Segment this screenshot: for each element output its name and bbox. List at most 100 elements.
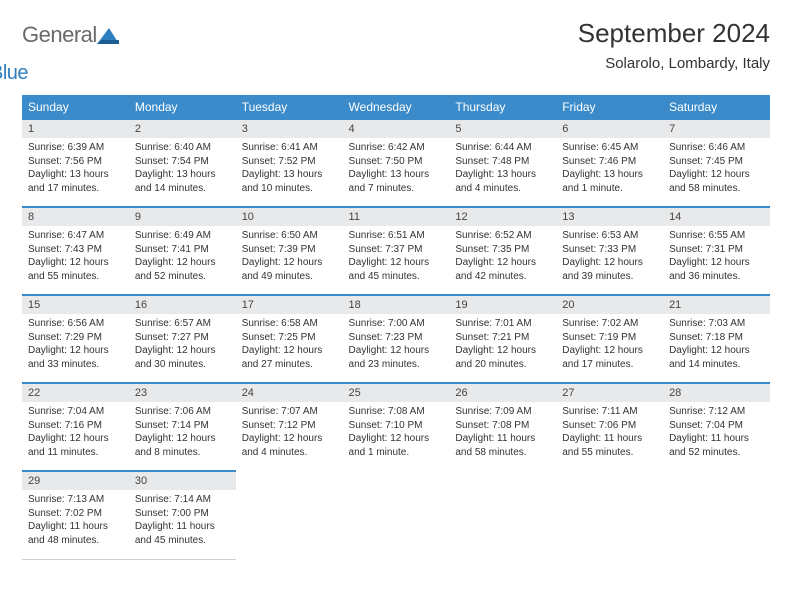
sunrise-line: Sunrise: 6:39 AM — [28, 141, 123, 155]
weekday-header: Saturday — [663, 96, 770, 120]
sunset-line: Sunset: 7:23 PM — [349, 331, 444, 345]
day-number: 24 — [236, 384, 343, 402]
daylight-line: Daylight: 12 hours and 55 minutes. — [28, 256, 123, 283]
day-body: Sunrise: 7:13 AMSunset: 7:02 PMDaylight:… — [22, 490, 129, 551]
day-number: 18 — [343, 296, 450, 314]
day-body: Sunrise: 6:45 AMSunset: 7:46 PMDaylight:… — [556, 138, 663, 199]
sunset-line: Sunset: 7:25 PM — [242, 331, 337, 345]
calendar-cell: 5Sunrise: 6:44 AMSunset: 7:48 PMDaylight… — [449, 119, 556, 207]
daylight-line: Daylight: 12 hours and 49 minutes. — [242, 256, 337, 283]
sunrise-line: Sunrise: 7:00 AM — [349, 317, 444, 331]
sunrise-line: Sunrise: 7:04 AM — [28, 405, 123, 419]
sunset-line: Sunset: 7:27 PM — [135, 331, 230, 345]
calendar-cell: 28Sunrise: 7:12 AMSunset: 7:04 PMDayligh… — [663, 383, 770, 471]
day-number: 22 — [22, 384, 129, 402]
day-body: Sunrise: 6:57 AMSunset: 7:27 PMDaylight:… — [129, 314, 236, 375]
sunrise-line: Sunrise: 7:13 AM — [28, 493, 123, 507]
header: General Blue September 2024 Solarolo, Lo… — [22, 18, 770, 85]
sunset-line: Sunset: 7:12 PM — [242, 419, 337, 433]
sunrise-line: Sunrise: 6:52 AM — [455, 229, 550, 243]
sunset-line: Sunset: 7:43 PM — [28, 243, 123, 257]
sunset-line: Sunset: 7:31 PM — [669, 243, 764, 257]
sunset-line: Sunset: 7:33 PM — [562, 243, 657, 257]
sunrise-line: Sunrise: 6:41 AM — [242, 141, 337, 155]
day-number: 25 — [343, 384, 450, 402]
daylight-line: Daylight: 12 hours and 20 minutes. — [455, 344, 550, 371]
sunrise-line: Sunrise: 7:08 AM — [349, 405, 444, 419]
calendar-table: Sunday Monday Tuesday Wednesday Thursday… — [22, 95, 770, 560]
calendar-cell: 26Sunrise: 7:09 AMSunset: 7:08 PMDayligh… — [449, 383, 556, 471]
sunrise-line: Sunrise: 6:53 AM — [562, 229, 657, 243]
day-number: 29 — [22, 472, 129, 490]
calendar-cell-empty — [236, 471, 343, 559]
sunrise-line: Sunrise: 6:46 AM — [669, 141, 764, 155]
day-body: Sunrise: 7:11 AMSunset: 7:06 PMDaylight:… — [556, 402, 663, 463]
daylight-line: Daylight: 12 hours and 36 minutes. — [669, 256, 764, 283]
daylight-line: Daylight: 13 hours and 14 minutes. — [135, 168, 230, 195]
calendar-cell: 6Sunrise: 6:45 AMSunset: 7:46 PMDaylight… — [556, 119, 663, 207]
daylight-line: Daylight: 11 hours and 48 minutes. — [28, 520, 123, 547]
calendar-cell: 29Sunrise: 7:13 AMSunset: 7:02 PMDayligh… — [22, 471, 129, 559]
day-body: Sunrise: 6:52 AMSunset: 7:35 PMDaylight:… — [449, 226, 556, 287]
day-number: 26 — [449, 384, 556, 402]
calendar-cell: 27Sunrise: 7:11 AMSunset: 7:06 PMDayligh… — [556, 383, 663, 471]
sunset-line: Sunset: 7:21 PM — [455, 331, 550, 345]
sunset-line: Sunset: 7:50 PM — [349, 155, 444, 169]
sunset-line: Sunset: 7:06 PM — [562, 419, 657, 433]
weekday-header: Sunday — [22, 96, 129, 120]
calendar-cell-empty — [449, 471, 556, 559]
day-body: Sunrise: 7:08 AMSunset: 7:10 PMDaylight:… — [343, 402, 450, 463]
logo-word-general: General — [22, 22, 97, 48]
daylight-line: Daylight: 11 hours and 55 minutes. — [562, 432, 657, 459]
sunset-line: Sunset: 7:48 PM — [455, 155, 550, 169]
day-body: Sunrise: 6:44 AMSunset: 7:48 PMDaylight:… — [449, 138, 556, 199]
sunrise-line: Sunrise: 7:01 AM — [455, 317, 550, 331]
calendar-cell: 15Sunrise: 6:56 AMSunset: 7:29 PMDayligh… — [22, 295, 129, 383]
sunset-line: Sunset: 7:00 PM — [135, 507, 230, 521]
sunrise-line: Sunrise: 7:09 AM — [455, 405, 550, 419]
calendar-cell: 8Sunrise: 6:47 AMSunset: 7:43 PMDaylight… — [22, 207, 129, 295]
calendar-cell: 25Sunrise: 7:08 AMSunset: 7:10 PMDayligh… — [343, 383, 450, 471]
daylight-line: Daylight: 12 hours and 58 minutes. — [669, 168, 764, 195]
day-body: Sunrise: 6:50 AMSunset: 7:39 PMDaylight:… — [236, 226, 343, 287]
day-body: Sunrise: 7:04 AMSunset: 7:16 PMDaylight:… — [22, 402, 129, 463]
calendar-cell: 18Sunrise: 7:00 AMSunset: 7:23 PMDayligh… — [343, 295, 450, 383]
sunset-line: Sunset: 7:16 PM — [28, 419, 123, 433]
daylight-line: Daylight: 13 hours and 17 minutes. — [28, 168, 123, 195]
location: Solarolo, Lombardy, Italy — [578, 55, 770, 72]
daylight-line: Daylight: 12 hours and 33 minutes. — [28, 344, 123, 371]
calendar-cell-empty — [663, 471, 770, 559]
sunrise-line: Sunrise: 7:14 AM — [135, 493, 230, 507]
logo-triangle-icon — [97, 26, 123, 46]
sunrise-line: Sunrise: 7:02 AM — [562, 317, 657, 331]
day-body: Sunrise: 6:53 AMSunset: 7:33 PMDaylight:… — [556, 226, 663, 287]
day-body: Sunrise: 6:46 AMSunset: 7:45 PMDaylight:… — [663, 138, 770, 199]
calendar-row: 29Sunrise: 7:13 AMSunset: 7:02 PMDayligh… — [22, 471, 770, 559]
day-body: Sunrise: 6:41 AMSunset: 7:52 PMDaylight:… — [236, 138, 343, 199]
sunset-line: Sunset: 7:08 PM — [455, 419, 550, 433]
day-number: 6 — [556, 120, 663, 138]
day-body: Sunrise: 6:42 AMSunset: 7:50 PMDaylight:… — [343, 138, 450, 199]
day-number: 5 — [449, 120, 556, 138]
day-number: 28 — [663, 384, 770, 402]
day-number: 20 — [556, 296, 663, 314]
calendar-cell: 9Sunrise: 6:49 AMSunset: 7:41 PMDaylight… — [129, 207, 236, 295]
daylight-line: Daylight: 12 hours and 17 minutes. — [562, 344, 657, 371]
daylight-line: Daylight: 12 hours and 14 minutes. — [669, 344, 764, 371]
calendar-cell: 4Sunrise: 6:42 AMSunset: 7:50 PMDaylight… — [343, 119, 450, 207]
day-number: 1 — [22, 120, 129, 138]
weekday-header-row: Sunday Monday Tuesday Wednesday Thursday… — [22, 96, 770, 120]
day-number: 21 — [663, 296, 770, 314]
day-body: Sunrise: 7:00 AMSunset: 7:23 PMDaylight:… — [343, 314, 450, 375]
sunrise-line: Sunrise: 7:03 AM — [669, 317, 764, 331]
daylight-line: Daylight: 11 hours and 52 minutes. — [669, 432, 764, 459]
daylight-line: Daylight: 12 hours and 4 minutes. — [242, 432, 337, 459]
sunrise-line: Sunrise: 7:07 AM — [242, 405, 337, 419]
day-body: Sunrise: 7:07 AMSunset: 7:12 PMDaylight:… — [236, 402, 343, 463]
sunset-line: Sunset: 7:37 PM — [349, 243, 444, 257]
day-body: Sunrise: 6:51 AMSunset: 7:37 PMDaylight:… — [343, 226, 450, 287]
calendar-cell-empty — [343, 471, 450, 559]
calendar-cell: 17Sunrise: 6:58 AMSunset: 7:25 PMDayligh… — [236, 295, 343, 383]
calendar-cell: 24Sunrise: 7:07 AMSunset: 7:12 PMDayligh… — [236, 383, 343, 471]
sunset-line: Sunset: 7:54 PM — [135, 155, 230, 169]
